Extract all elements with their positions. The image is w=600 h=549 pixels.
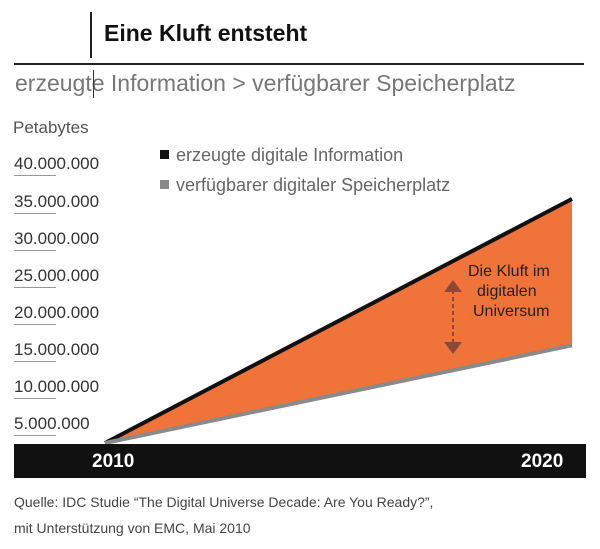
series-line-information: [104, 197, 573, 445]
legend-label-information: erzeugte digitale Information: [176, 145, 404, 165]
gap-annotation-line-1: Die Kluft im: [468, 263, 550, 280]
y-tick-35000000: 35.000.000: [14, 193, 139, 214]
title-divider-vertical: [90, 12, 92, 58]
x-tick-2010: 2010: [92, 451, 135, 472]
y-tick-40000000: 40.000.000: [14, 155, 139, 176]
text-cursor: [93, 70, 94, 98]
y-tick-20000000: 20.000.000: [14, 304, 139, 325]
legend-item-information: erzeugte digitale Information: [160, 145, 403, 166]
y-tick-25000000: 25.000.000: [14, 267, 139, 288]
gap-annotation: Die Kluft im digitalen Universum: [468, 262, 550, 322]
x-tick-2020: 2020: [521, 451, 564, 472]
legend-swatch-storage: [160, 180, 169, 189]
y-axis-unit-label: Petabytes: [13, 118, 89, 137]
legend-swatch-information: [160, 150, 169, 159]
chart-title: Eine Kluft entsteht: [104, 20, 308, 46]
title-divider-horizontal: [14, 63, 584, 65]
gap-arrow-head-up: [444, 280, 462, 292]
series-line-storage: [104, 343, 573, 445]
gap-arrow: [444, 280, 462, 354]
y-tick-5000000: 5.000.000: [14, 415, 139, 436]
x-axis-band: [14, 444, 586, 478]
chart-subtitle: erzeugte Information > verfügbarer Speic…: [15, 70, 516, 96]
gap-annotation-line-3: Universum: [473, 303, 550, 320]
source-line-1: Quelle: IDC Studie “The Digital Universe…: [14, 494, 434, 510]
gap-annotation-line-2: digitalen: [477, 283, 537, 300]
y-tick-30000000: 30.000.000: [14, 230, 139, 251]
legend-label-storage: verfügbarer digitaler Speicherplatz: [176, 175, 451, 195]
y-tick-15000000: 15.000.000: [14, 341, 139, 362]
y-tick-10000000: 10.000.000: [14, 378, 139, 399]
gap-arrow-head-down: [444, 342, 462, 354]
legend-item-storage: verfügbarer digitaler Speicherplatz: [160, 175, 450, 196]
source-line-2: mit Unterstützung von EMC, Mai 2010: [14, 520, 251, 536]
